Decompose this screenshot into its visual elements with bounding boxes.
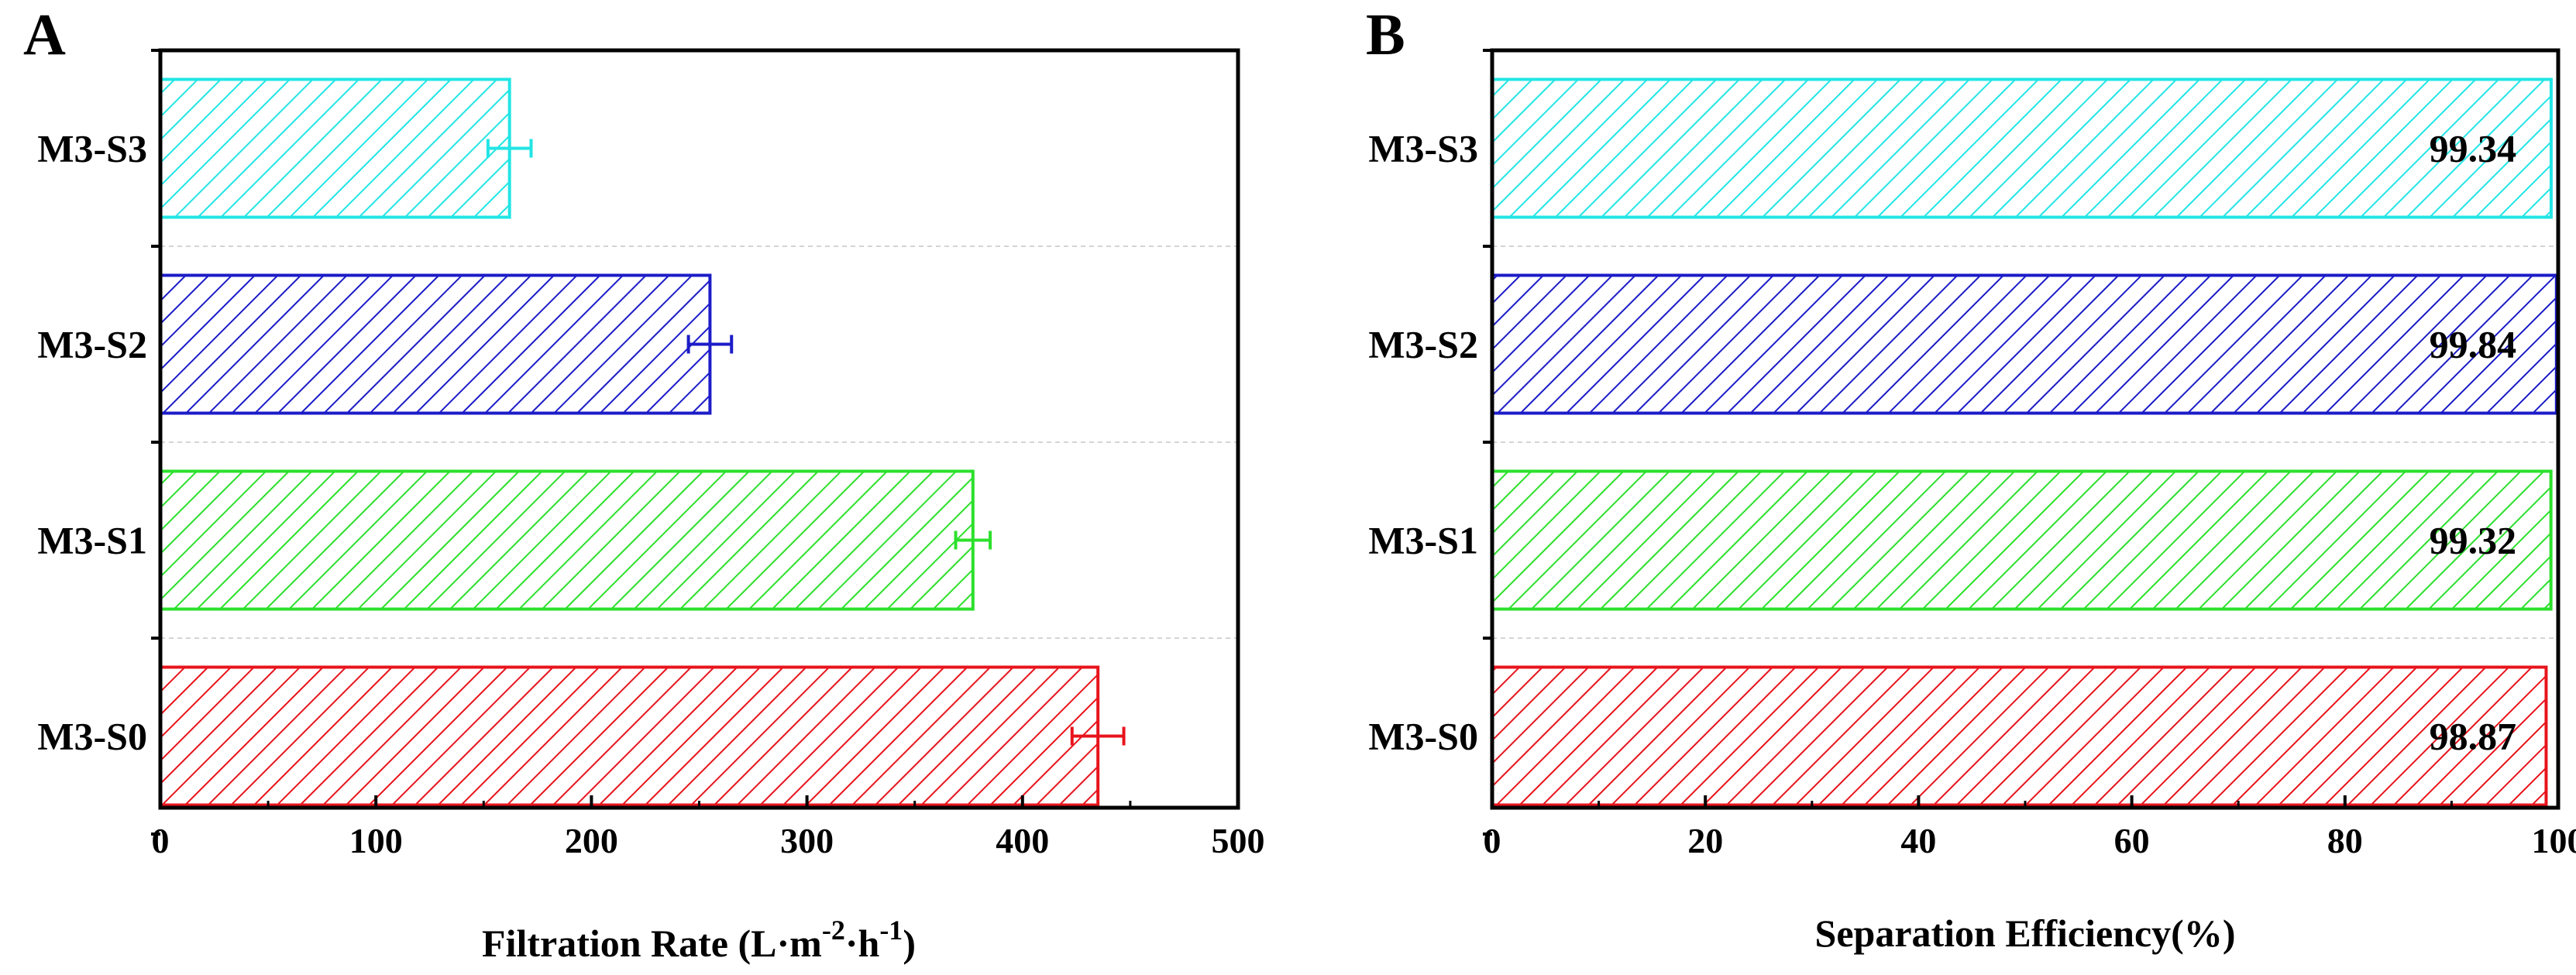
category-label: M3-S3 <box>1368 127 1478 170</box>
bar-m3-s3 <box>1491 77 2553 219</box>
x-tick-label: 300 <box>780 821 834 860</box>
data-label: 99.34 <box>2430 127 2517 170</box>
data-label: 98.87 <box>2430 715 2517 758</box>
x-tick-label: 60 <box>2114 821 2150 860</box>
bar-m3-s3 <box>159 77 511 219</box>
x-tick-label: 100 <box>349 821 403 860</box>
panel-b-grid <box>1492 245 2558 639</box>
data-label: 99.84 <box>2430 323 2517 366</box>
bar-m3-s2 <box>159 273 712 415</box>
panel-b-bars <box>1491 77 2558 807</box>
panel-b-data-labels: 99.34 99.84 99.32 98.87 <box>2430 127 2517 758</box>
panel-a-label: A <box>23 2 66 67</box>
category-label: M3-S2 <box>1368 323 1478 366</box>
bar-m3-s0 <box>1491 665 2548 807</box>
x-tick-label: 200 <box>565 821 618 860</box>
category-label: M3-S1 <box>1368 519 1478 562</box>
category-label: M3-S1 <box>37 519 147 562</box>
bar-m3-s1 <box>159 469 975 611</box>
x-tick-label: 500 <box>1212 821 1265 860</box>
category-label: M3-S0 <box>1368 715 1478 758</box>
panel-b-x-axis-title: Separation Efficiency(%) <box>1815 911 2236 955</box>
category-label: M3-S2 <box>37 323 147 366</box>
category-label: M3-S3 <box>37 127 147 170</box>
x-tick-label: 0 <box>1484 821 1501 860</box>
x-tick-label: 40 <box>1900 821 1936 860</box>
bar-m3-s0 <box>159 665 1100 807</box>
panel-a-grid <box>160 245 1238 639</box>
panel-a-bars <box>159 77 1100 807</box>
x-tick-label: 400 <box>996 821 1049 860</box>
panel-a-category-labels: M3-S3 M3-S2 M3-S1 M3-S0 <box>37 127 147 758</box>
panel-b-category-labels: M3-S3 M3-S2 M3-S1 M3-S0 <box>1368 127 1478 758</box>
bar-m3-s1 <box>1491 469 2553 611</box>
bar-m3-s2 <box>1491 273 2558 415</box>
x-tick-label: 0 <box>152 821 170 860</box>
x-tick-label: 80 <box>2327 821 2363 860</box>
panel-b-label: B <box>1366 2 1405 67</box>
panel-a-error-bars <box>486 139 1126 746</box>
x-tick-label: 100 <box>2532 821 2576 860</box>
panel-a-plot-frame <box>158 48 1240 810</box>
panel-b-plot-frame <box>1490 48 2561 810</box>
data-label: 99.32 <box>2430 519 2517 562</box>
x-tick-label: 20 <box>1687 821 1723 860</box>
panel-a-x-axis-title: Filtration Rate (L·m-2·h-1) <box>482 915 916 965</box>
category-label: M3-S0 <box>37 715 147 758</box>
